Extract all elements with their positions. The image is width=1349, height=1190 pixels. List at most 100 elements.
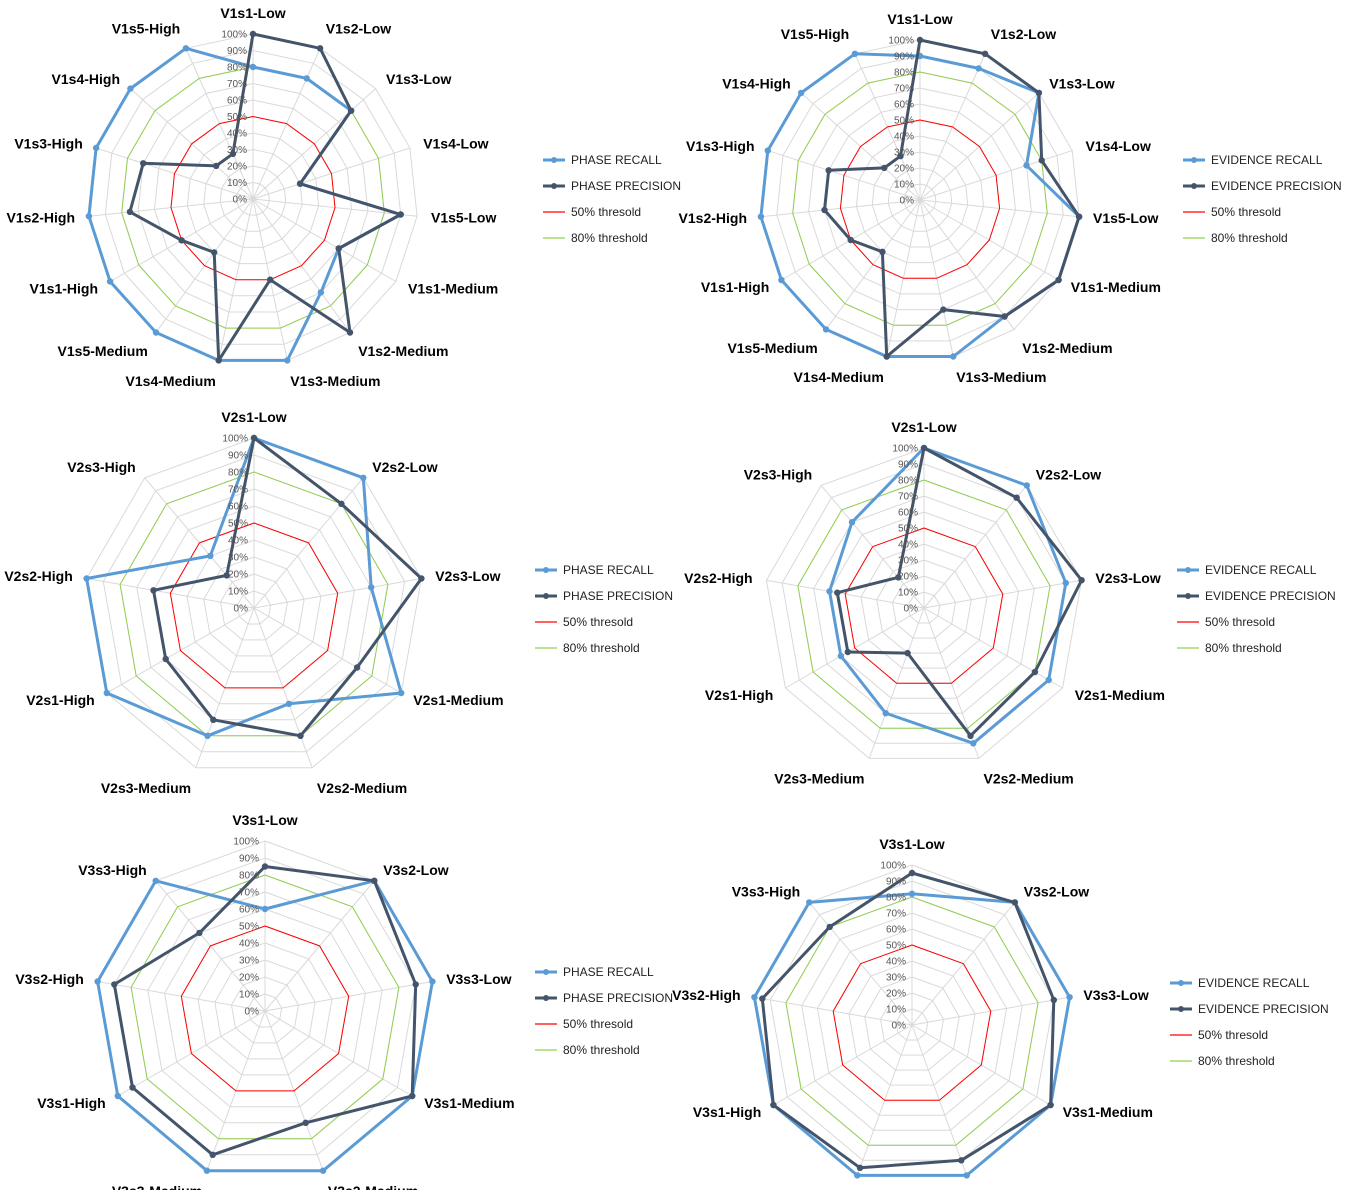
data-point-precision xyxy=(1035,89,1043,97)
tick-label: 20% xyxy=(898,572,918,583)
data-point-recall xyxy=(429,978,436,985)
data-point-precision xyxy=(1047,1101,1054,1109)
data-point-recall xyxy=(127,85,134,92)
grid-ring xyxy=(816,928,1008,1116)
data-point-precision xyxy=(1031,668,1039,676)
series-line-threshold-50 xyxy=(844,527,1004,684)
category-label: V3s2-Medium xyxy=(328,1183,418,1190)
category-label: V3s2-Low xyxy=(383,862,448,878)
category-label: V3s3-Medium xyxy=(762,1188,852,1190)
legend: EVIDENCE RECALL EVIDENCE PRECISION 50% thr… xyxy=(1177,563,1336,655)
grid-ring xyxy=(247,993,283,1028)
category-label: V1s2-Medium xyxy=(1022,340,1112,356)
legend-label: PHASE RECALL xyxy=(563,563,654,577)
legend-label: EVIDENCE PRECISION xyxy=(1198,1002,1329,1016)
tick-label: 90% xyxy=(227,46,247,57)
data-point-recall xyxy=(806,899,813,906)
legend-marker-precision xyxy=(543,593,549,599)
legend-label: 50% thresold xyxy=(1211,205,1281,219)
data-point-precision xyxy=(346,329,354,336)
data-point-precision xyxy=(209,1151,216,1159)
legend-marker-precision xyxy=(1178,1006,1184,1012)
category-label: V2s2-Medium xyxy=(984,771,1074,787)
tick-label: 50% xyxy=(886,941,906,952)
tick-label: 20% xyxy=(227,162,247,173)
series-line-threshold-50 xyxy=(832,944,992,1101)
series-line-precision xyxy=(112,865,418,1157)
legend-label: 80% threshold xyxy=(563,1043,640,1057)
legend-marker-recall xyxy=(1191,157,1197,163)
category-label: V2s1-Medium xyxy=(1075,687,1165,703)
tick-label: 60% xyxy=(898,508,918,519)
data-point-recall xyxy=(85,213,93,220)
data-point-precision xyxy=(908,869,916,877)
data-point-recall xyxy=(963,1172,970,1179)
data-point-precision xyxy=(1050,996,1058,1004)
data-point-precision xyxy=(847,236,854,244)
legend-label: 50% thresold xyxy=(571,205,641,219)
series-line-precision xyxy=(760,871,1056,1170)
data-point-precision xyxy=(834,589,841,596)
category-label: V2s2-Medium xyxy=(317,780,407,796)
tick-label: 10% xyxy=(239,990,259,1001)
data-point-precision xyxy=(215,357,222,364)
tick-label: 60% xyxy=(227,96,247,107)
category-label: V1s5-Low xyxy=(431,210,496,226)
category-label: V2s1-Low xyxy=(891,419,956,435)
tick-label: 70% xyxy=(898,492,918,503)
legend-label: PHASE PRECISION xyxy=(563,991,673,1005)
data-point-precision xyxy=(1013,494,1020,501)
legend: PHASE RECALL PHASE PRECISION 50% thresold 8… xyxy=(543,153,681,245)
category-label: V2s3-Low xyxy=(435,568,500,584)
category-label: V1s1-Medium xyxy=(1071,279,1161,295)
series-line-threshold-80 xyxy=(130,874,400,1140)
grid-ring xyxy=(197,942,333,1076)
data-point-recall xyxy=(398,689,405,697)
tick-label: 50% xyxy=(239,922,259,933)
category-label: V2s3-Low xyxy=(1095,570,1160,586)
data-point-precision xyxy=(904,649,911,657)
series-line-threshold-50 xyxy=(169,522,339,689)
legend-label: 80% threshold xyxy=(563,641,640,655)
data-point-recall xyxy=(317,289,325,296)
data-point-recall xyxy=(203,1167,211,1174)
tick-label: 30% xyxy=(894,148,914,159)
data-point-recall xyxy=(114,1092,122,1100)
tick-label: 40% xyxy=(886,957,906,968)
data-point-recall xyxy=(106,278,114,285)
legend-label: EVIDENCE RECALL xyxy=(1198,976,1310,990)
data-point-precision xyxy=(296,180,304,187)
tick-label: 90% xyxy=(898,460,918,471)
tick-label: 60% xyxy=(239,905,259,916)
data-point-recall xyxy=(751,994,758,1001)
category-label: V3s2-Medium xyxy=(972,1188,1062,1190)
data-point-precision xyxy=(759,995,766,1002)
data-point-precision xyxy=(371,877,378,884)
data-point-precision xyxy=(1038,157,1045,164)
category-label: V1s5-High xyxy=(112,21,180,37)
tick-label: 100% xyxy=(880,861,906,872)
grid-ring xyxy=(765,447,1083,759)
tick-label: 10% xyxy=(228,587,248,598)
grid-ring xyxy=(152,505,356,705)
grid-ring xyxy=(813,495,1035,714)
series-line-precision xyxy=(152,436,423,738)
category-label: V3s3-Medium xyxy=(112,1183,202,1190)
tick-label: 80% xyxy=(239,871,259,882)
data-point-precision xyxy=(844,648,851,656)
series-line-threshold-80 xyxy=(785,896,1039,1146)
grid-ring xyxy=(895,1008,929,1041)
data-point-recall xyxy=(797,89,805,97)
legend-label: EVIDENCE PRECISION xyxy=(1211,179,1342,193)
category-label: V1s3-Medium xyxy=(290,373,380,389)
category-label: V3s1-Low xyxy=(879,836,944,852)
legend: PHASE RECALL PHASE PRECISION 50% thresold 8… xyxy=(535,563,673,655)
data-point-precision xyxy=(770,1101,777,1109)
data-point-precision xyxy=(958,1157,965,1164)
data-point-precision xyxy=(111,981,118,988)
tick-label: 100% xyxy=(892,444,918,455)
series-line-threshold-80 xyxy=(119,471,389,737)
data-point-precision xyxy=(883,353,890,360)
category-label: V2s3-High xyxy=(744,467,812,483)
tick-label: 70% xyxy=(227,79,247,90)
